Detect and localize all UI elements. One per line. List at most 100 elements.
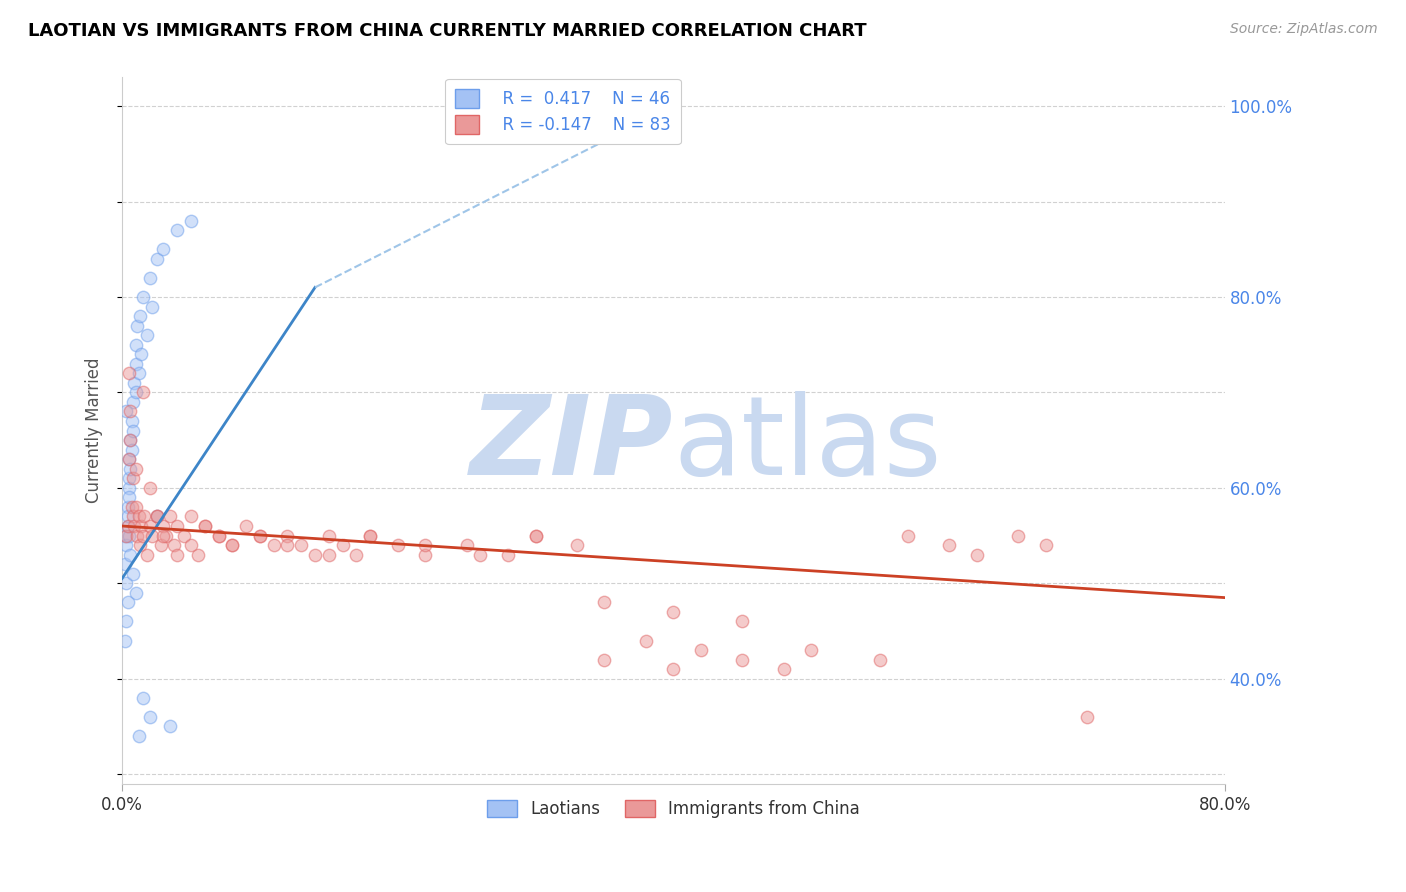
Text: Source: ZipAtlas.com: Source: ZipAtlas.com — [1230, 22, 1378, 37]
Point — [118, 471, 141, 485]
Point — [114, 633, 136, 648]
Point — [145, 252, 167, 266]
Point — [938, 538, 960, 552]
Point — [118, 452, 141, 467]
Point — [249, 528, 271, 542]
Text: ZIP: ZIP — [470, 392, 673, 499]
Point — [118, 452, 141, 467]
Point — [731, 615, 754, 629]
Point — [129, 309, 152, 323]
Point — [731, 653, 754, 667]
Point — [120, 404, 142, 418]
Point — [115, 404, 138, 418]
Y-axis label: Currently Married: Currently Married — [86, 358, 103, 503]
Point — [124, 519, 146, 533]
Point — [332, 538, 354, 552]
Point — [149, 538, 172, 552]
Point — [141, 300, 163, 314]
Point — [235, 519, 257, 533]
Point — [132, 690, 155, 705]
Point — [117, 500, 139, 514]
Point — [122, 471, 145, 485]
Point — [166, 519, 188, 533]
Point — [1035, 538, 1057, 552]
Point — [114, 528, 136, 542]
Point — [276, 538, 298, 552]
Point — [413, 548, 436, 562]
Point — [593, 595, 616, 609]
Point — [180, 538, 202, 552]
Point — [132, 509, 155, 524]
Point — [276, 528, 298, 542]
Point — [117, 595, 139, 609]
Point — [413, 538, 436, 552]
Point — [359, 528, 381, 542]
Point — [117, 509, 139, 524]
Point — [125, 337, 148, 351]
Point — [159, 719, 181, 733]
Point — [163, 538, 186, 552]
Point — [496, 548, 519, 562]
Point — [131, 347, 153, 361]
Point — [166, 548, 188, 562]
Point — [115, 615, 138, 629]
Point — [187, 548, 209, 562]
Point — [127, 528, 149, 542]
Point — [180, 213, 202, 227]
Point — [800, 643, 823, 657]
Point — [173, 528, 195, 542]
Point — [304, 548, 326, 562]
Point — [122, 424, 145, 438]
Text: LAOTIAN VS IMMIGRANTS FROM CHINA CURRENTLY MARRIED CORRELATION CHART: LAOTIAN VS IMMIGRANTS FROM CHINA CURRENT… — [28, 22, 866, 40]
Point — [207, 528, 229, 542]
Point — [122, 566, 145, 581]
Point — [159, 509, 181, 524]
Point — [152, 528, 174, 542]
Point — [145, 509, 167, 524]
Legend: Laotians, Immigrants from China: Laotians, Immigrants from China — [479, 793, 866, 825]
Point — [145, 509, 167, 524]
Point — [344, 548, 367, 562]
Point — [966, 548, 988, 562]
Point — [117, 519, 139, 533]
Point — [127, 318, 149, 333]
Point — [1007, 528, 1029, 542]
Point — [132, 528, 155, 542]
Point — [138, 271, 160, 285]
Point — [120, 548, 142, 562]
Point — [117, 519, 139, 533]
Point — [114, 558, 136, 572]
Point — [115, 576, 138, 591]
Point — [141, 528, 163, 542]
Point — [318, 548, 340, 562]
Point — [869, 653, 891, 667]
Point — [118, 481, 141, 495]
Point — [593, 653, 616, 667]
Point — [318, 528, 340, 542]
Point — [155, 528, 177, 542]
Point — [221, 538, 243, 552]
Point — [128, 729, 150, 743]
Point — [128, 367, 150, 381]
Point — [118, 367, 141, 381]
Point — [121, 442, 143, 457]
Point — [131, 519, 153, 533]
Point — [524, 528, 547, 542]
Point — [387, 538, 409, 552]
Point — [124, 376, 146, 390]
Point — [263, 538, 285, 552]
Point — [129, 538, 152, 552]
Point — [138, 481, 160, 495]
Point — [662, 605, 685, 619]
Point — [120, 433, 142, 447]
Point — [166, 223, 188, 237]
Point — [115, 528, 138, 542]
Point — [194, 519, 217, 533]
Point — [120, 433, 142, 447]
Point — [132, 385, 155, 400]
Point — [152, 519, 174, 533]
Point — [135, 328, 157, 343]
Point — [138, 519, 160, 533]
Point — [897, 528, 920, 542]
Point — [125, 500, 148, 514]
